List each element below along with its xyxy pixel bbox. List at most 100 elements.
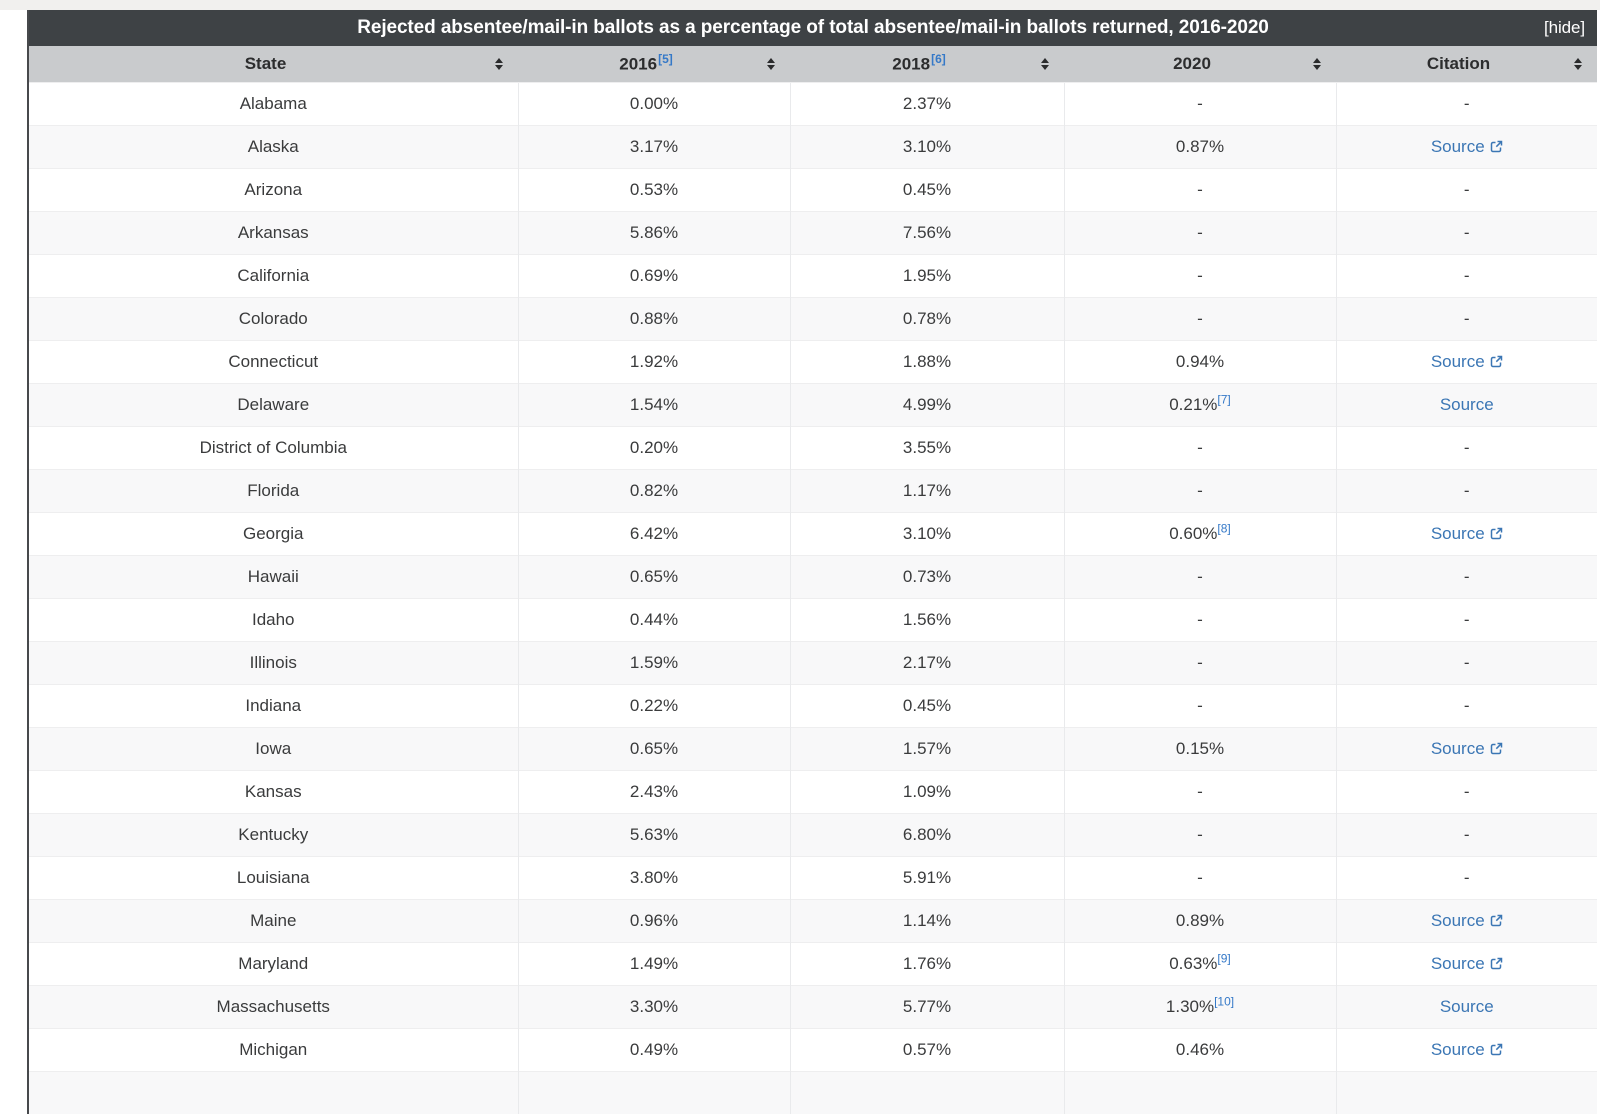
value-2018-cell: 1.76% <box>789 941 1064 985</box>
column-label: 2016 <box>619 55 658 75</box>
value-2020-cell: - <box>1063 296 1336 340</box>
value-2016-cell: 3.80% <box>517 855 790 899</box>
column-header-state[interactable]: State <box>29 46 518 82</box>
value-2016-cell: 1.92% <box>517 339 790 383</box>
value-2020-cell: - <box>1063 253 1336 297</box>
source-link[interactable]: Source <box>1430 523 1485 543</box>
state-cell: Iowa <box>29 726 518 770</box>
value-2016-cell: 1.59% <box>517 640 790 684</box>
table-row-partial <box>29 1070 1597 1114</box>
column-label: 2018 <box>892 55 931 75</box>
table-row: Louisiana 3.80% 5.91% - - <box>29 855 1597 899</box>
source-link[interactable]: Source <box>1430 136 1485 156</box>
value-2020-cell: 0.46% <box>1063 1027 1336 1071</box>
table-row: Maine 0.96% 1.14% 0.89% Source <box>29 898 1597 942</box>
value-2016-cell: 0.82% <box>517 468 790 512</box>
table-title: Rejected absentee/mail-in ballots as a p… <box>357 17 1269 38</box>
ballot-rejection-table: Rejected absentee/mail-in ballots as a p… <box>27 10 1597 1114</box>
state-cell: Massachusetts <box>29 984 518 1028</box>
value-2018-cell: 1.17% <box>789 468 1064 512</box>
footnote-link[interactable]: [10] <box>1214 993 1235 1008</box>
source-link[interactable]: Source <box>1430 953 1485 973</box>
state-cell: California <box>29 253 518 297</box>
value-2020-text: - <box>1197 695 1203 715</box>
column-header-citation[interactable]: Citation <box>1336 46 1597 82</box>
value-2020-text: - <box>1197 480 1203 500</box>
value-2018-cell: 2.37% <box>789 81 1064 125</box>
column-header-2016[interactable]: 2016[5] <box>518 46 790 82</box>
value-2016-cell: 0.20% <box>517 425 790 469</box>
external-link-icon <box>1490 914 1502 926</box>
state-cell: Connecticut <box>29 339 518 383</box>
value-2020-text: 0.87% <box>1175 136 1225 156</box>
footnote-link[interactable]: [8] <box>1217 520 1231 535</box>
value-2020-text: - <box>1197 781 1203 801</box>
value-2018-cell: 1.14% <box>789 898 1064 942</box>
source-link[interactable]: Source <box>1430 738 1485 758</box>
state-cell: Alaska <box>29 124 518 168</box>
state-cell: Indiana <box>29 683 518 727</box>
citation-dash: - <box>1463 609 1470 629</box>
column-label: State <box>244 53 287 73</box>
sort-icon[interactable] <box>767 57 776 70</box>
citation-cell: Source <box>1335 339 1597 383</box>
value-2018-cell: 3.55% <box>789 425 1064 469</box>
hide-toggle[interactable]: [hide] <box>1544 18 1585 37</box>
value-2018-cell: 0.57% <box>789 1027 1064 1071</box>
source-link[interactable]: Source <box>1430 910 1485 930</box>
value-2016-cell: 6.42% <box>517 511 790 555</box>
value-2020-text: 1.30% <box>1165 996 1215 1016</box>
table-row: Colorado 0.88% 0.78% - - <box>29 296 1597 340</box>
external-link-icon <box>1490 1043 1502 1055</box>
value-2018-cell: 0.45% <box>789 167 1064 211</box>
citation-cell: Source <box>1335 1027 1597 1071</box>
column-label: Citation <box>1426 53 1491 73</box>
source-link[interactable]: Source <box>1439 394 1494 414</box>
state-cell: Maryland <box>29 941 518 985</box>
footnote-link[interactable]: [5] <box>658 52 673 67</box>
citation-cell: - <box>1335 253 1597 297</box>
value-2018-cell: 7.56% <box>789 210 1064 254</box>
citation-cell: Source <box>1335 726 1597 770</box>
value-2020-text: - <box>1197 93 1203 113</box>
source-link[interactable]: Source <box>1439 996 1494 1016</box>
value-2020-cell: - <box>1063 554 1336 598</box>
column-label: 2020 <box>1173 53 1211 73</box>
column-header-2018[interactable]: 2018[6] <box>790 46 1064 82</box>
table-row: Idaho 0.44% 1.56% - - <box>29 597 1597 641</box>
value-2020-cell: 0.87% <box>1063 124 1336 168</box>
value-2020-text: - <box>1197 566 1203 586</box>
sort-icon[interactable] <box>495 57 504 70</box>
footnote-link[interactable]: [6] <box>931 52 946 67</box>
citation-dash: - <box>1463 480 1470 500</box>
value-2020-text: - <box>1197 652 1203 672</box>
external-link-icon <box>1490 140 1502 152</box>
source-link[interactable]: Source <box>1430 1039 1485 1059</box>
external-link-icon <box>1490 742 1502 754</box>
value-2020-text: 0.94% <box>1175 351 1225 371</box>
state-cell: District of Columbia <box>29 425 518 469</box>
sort-icon[interactable] <box>1574 57 1583 70</box>
citation-cell: - <box>1335 855 1597 899</box>
footnote-link[interactable]: [7] <box>1217 391 1231 406</box>
citation-cell: - <box>1335 81 1597 125</box>
sort-icon[interactable] <box>1041 57 1050 70</box>
column-header-2020[interactable]: 2020 <box>1064 46 1336 82</box>
table-row: Kentucky 5.63% 6.80% - - <box>29 812 1597 856</box>
citation-dash: - <box>1463 179 1470 199</box>
table-title-bar: Rejected absentee/mail-in ballots as a p… <box>29 10 1597 46</box>
value-2018-cell: 5.77% <box>789 984 1064 1028</box>
footnote-link[interactable]: [9] <box>1217 950 1231 965</box>
citation-cell: - <box>1335 425 1597 469</box>
value-2020-cell: - <box>1063 468 1336 512</box>
citation-dash: - <box>1463 93 1470 113</box>
table-row: Iowa 0.65% 1.57% 0.15% Source <box>29 726 1597 770</box>
value-2016-cell: 2.43% <box>517 769 790 813</box>
sort-icon[interactable] <box>1313 57 1322 70</box>
citation-cell: - <box>1335 468 1597 512</box>
state-cell: Delaware <box>29 382 518 426</box>
value-2018-cell: 1.09% <box>789 769 1064 813</box>
citation-dash: - <box>1463 308 1470 328</box>
source-link[interactable]: Source <box>1430 351 1485 371</box>
value-2020-cell: 0.63%[9] <box>1063 941 1336 985</box>
